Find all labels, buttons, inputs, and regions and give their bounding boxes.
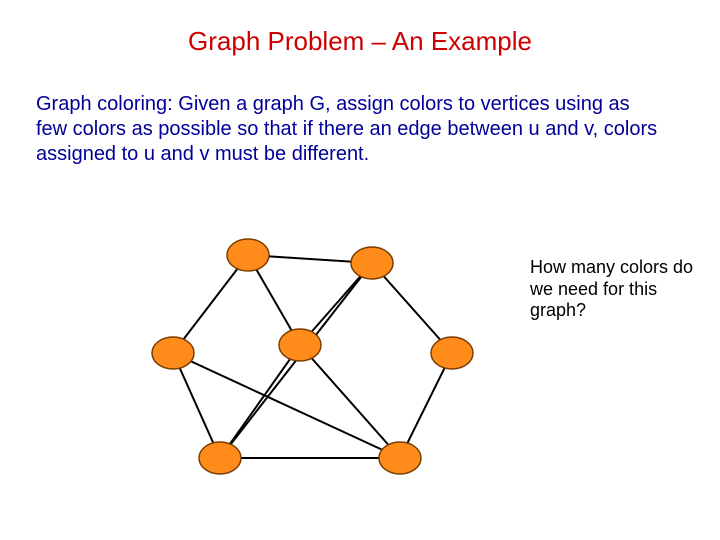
graph-edge <box>173 255 248 353</box>
slide-title: Graph Problem – An Example <box>0 26 720 57</box>
graph-edge <box>300 345 400 458</box>
question-text: How many colors do we need for this grap… <box>530 257 700 322</box>
graph-node <box>199 442 241 474</box>
graph-node <box>152 337 194 369</box>
graph-node <box>351 247 393 279</box>
graph-node <box>379 442 421 474</box>
body-text: Graph coloring: Given a graph G, assign … <box>36 92 666 167</box>
slide: Graph Problem – An Example Graph colorin… <box>0 0 720 540</box>
graph-edge <box>173 353 400 458</box>
graph-node <box>431 337 473 369</box>
graph-nodes <box>152 239 473 474</box>
graph-diagram <box>140 220 500 520</box>
graph-edge <box>400 353 452 458</box>
graph-node <box>227 239 269 271</box>
graph-svg <box>140 220 500 520</box>
graph-node <box>279 329 321 361</box>
